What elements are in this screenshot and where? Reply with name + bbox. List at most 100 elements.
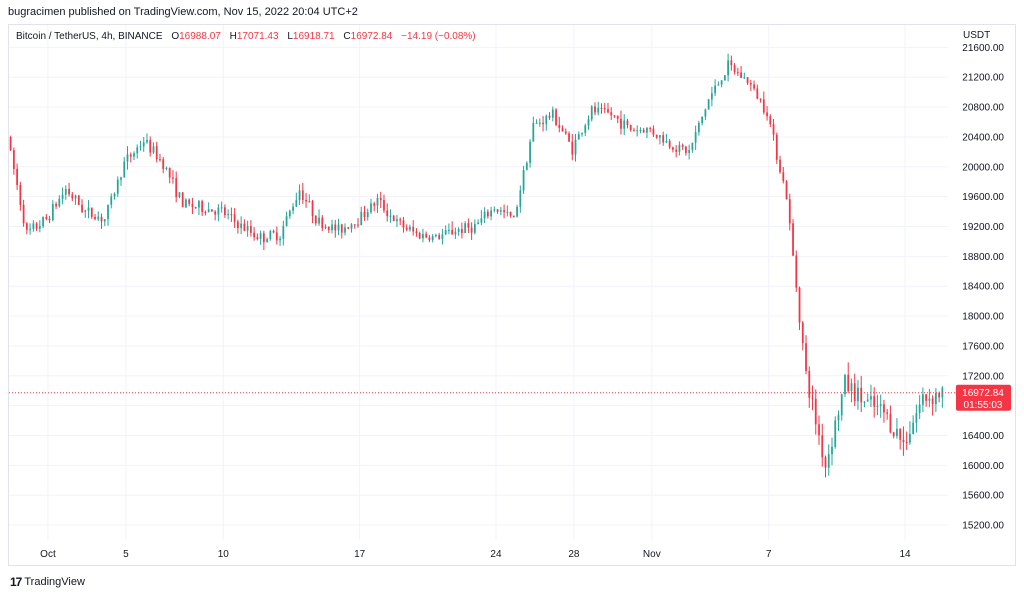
- last-price-label: 16972.84: [962, 388, 1004, 399]
- candle-body: [525, 162, 528, 171]
- candle-body: [396, 219, 398, 222]
- candle-body: [470, 227, 473, 233]
- candle-body: [603, 108, 606, 110]
- candle-body: [376, 198, 379, 206]
- candle-body: [821, 435, 824, 458]
- candle-body: [373, 203, 376, 206]
- candle-body: [577, 134, 580, 140]
- price-tick-label: 21200.00: [962, 73, 1004, 84]
- candle-body: [129, 154, 132, 157]
- candle-body: [503, 210, 505, 213]
- candle-body: [912, 422, 915, 434]
- candle-body: [454, 231, 457, 235]
- candle-body: [207, 209, 210, 213]
- candle-body: [811, 397, 814, 399]
- candle-body: [496, 209, 499, 212]
- candle-body: [499, 210, 502, 212]
- candle-body: [532, 123, 535, 142]
- price-tick-label: 18400.00: [962, 282, 1004, 293]
- candle-body: [74, 195, 77, 199]
- candle-body: [136, 147, 139, 154]
- candle-body: [697, 123, 700, 133]
- price-tick-label: 20000.00: [962, 162, 1004, 173]
- chart-frame[interactable]: [8, 24, 1016, 566]
- candle-body: [477, 222, 480, 225]
- currency-label: USDT: [963, 30, 991, 41]
- candle-body: [201, 201, 204, 212]
- price-tick-label: 18800.00: [962, 252, 1004, 263]
- candle-body: [655, 134, 658, 138]
- candle-body: [535, 122, 538, 124]
- candle-body: [685, 146, 687, 153]
- candle-body: [266, 239, 268, 243]
- candle-body: [600, 107, 603, 109]
- candle-body: [730, 60, 733, 66]
- candle-body: [279, 238, 281, 241]
- candle-body: [275, 232, 278, 241]
- candle-body: [564, 131, 567, 134]
- candle-body: [405, 227, 408, 230]
- candle-body: [87, 207, 90, 211]
- candle-body: [94, 216, 96, 220]
- candle-body: [68, 189, 70, 195]
- candle-body: [230, 214, 233, 216]
- open-value: 16988.07: [179, 31, 221, 42]
- candle-body: [558, 124, 561, 128]
- candle-body: [801, 322, 804, 344]
- candle-body: [282, 225, 285, 239]
- candle-body: [678, 144, 681, 152]
- candle-body: [165, 168, 168, 170]
- price-tick-label: 16000.00: [962, 461, 1004, 472]
- candle-body: [762, 99, 765, 113]
- candle-body: [668, 140, 671, 148]
- candle-body: [379, 198, 382, 201]
- candle-body: [775, 134, 778, 160]
- candles: [9, 53, 944, 478]
- time-tick-label: 14: [899, 549, 911, 560]
- candle-body: [866, 399, 869, 402]
- candle-body: [12, 150, 15, 169]
- candle-body: [418, 233, 421, 239]
- candle-body: [428, 237, 431, 241]
- candle-body: [545, 115, 548, 125]
- price-tick-label: 15200.00: [962, 521, 1004, 532]
- candle-body: [45, 216, 48, 219]
- candle-body: [370, 203, 372, 213]
- candle-body: [883, 404, 885, 413]
- footer-brand[interactable]: 17 TradingView: [10, 575, 85, 589]
- candle-body: [19, 184, 22, 206]
- candle-body: [753, 84, 755, 89]
- candle-body: [743, 77, 746, 79]
- candle-body: [837, 415, 840, 421]
- candle-body: [120, 177, 122, 180]
- price-tick-label: 21600.00: [962, 43, 1004, 54]
- candle-body: [808, 370, 811, 398]
- candle-body: [236, 221, 239, 229]
- candle-body: [425, 233, 428, 238]
- candle-body: [292, 206, 294, 211]
- candle-body: [736, 72, 739, 74]
- candle-body: [516, 206, 518, 217]
- time-axis: Oct 5 10 17 24 28 Nov 7 14: [40, 549, 911, 560]
- candle-body: [217, 207, 220, 215]
- candle-body: [412, 226, 415, 232]
- candle-body: [162, 159, 165, 170]
- candle-body: [233, 214, 236, 222]
- candle-body: [922, 394, 924, 405]
- candle-body: [191, 203, 194, 208]
- candle-body: [334, 224, 337, 231]
- candle-body: [64, 189, 67, 195]
- candle-body: [629, 125, 632, 131]
- candle-body: [399, 219, 402, 221]
- candle-body: [107, 204, 109, 220]
- candle-body: [467, 223, 470, 228]
- candle-body: [194, 207, 197, 209]
- candle-body: [285, 216, 288, 226]
- candle-body: [35, 223, 38, 229]
- candle-body: [331, 224, 333, 230]
- candle-body: [548, 115, 551, 118]
- candle-body: [181, 192, 184, 208]
- candle-body: [902, 439, 905, 442]
- candle-body: [788, 199, 791, 224]
